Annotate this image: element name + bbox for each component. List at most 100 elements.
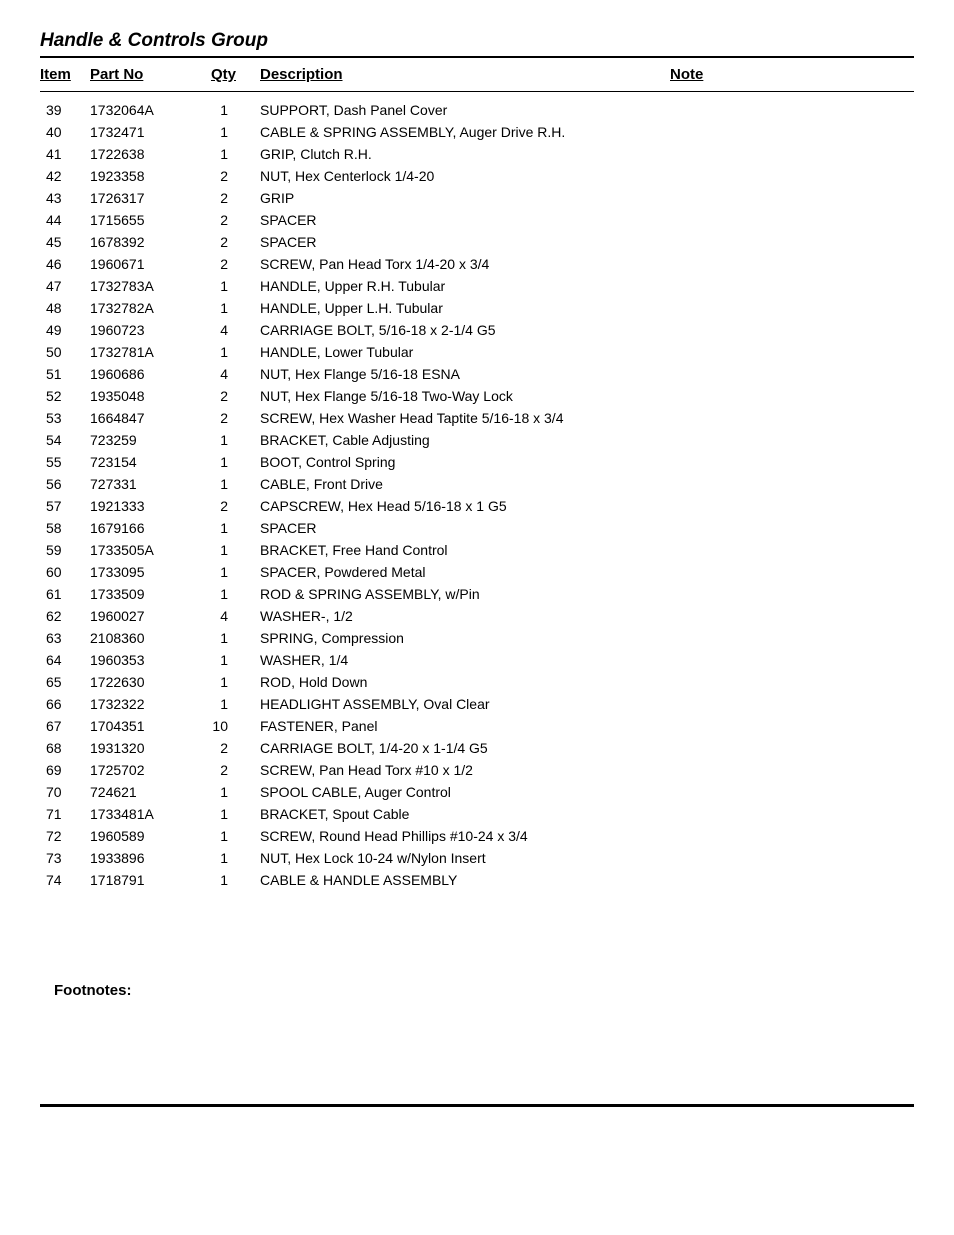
cell-note [670,253,914,275]
cell-partno: 1722630 [90,671,200,693]
cell-note [670,869,914,891]
cell-partno: 1960353 [90,649,200,671]
cell-note [670,517,914,539]
table-row: 4516783922SPACER [40,231,914,253]
cell-partno: 1722638 [90,143,200,165]
cell-qty: 1 [200,825,260,847]
cell-description: HANDLE, Lower Tubular [260,341,670,363]
table-row: 6917257022SCREW, Pan Head Torx #10 x 1/2 [40,759,914,781]
cell-qty: 1 [200,649,260,671]
cell-note [670,319,914,341]
cell-note [670,121,914,143]
cell-item: 71 [40,803,90,825]
cell-qty: 4 [200,319,260,341]
cell-item: 51 [40,363,90,385]
cell-item: 48 [40,297,90,319]
cell-note [670,561,914,583]
cell-note [670,209,914,231]
cell-description: BRACKET, Free Hand Control [260,539,670,561]
cell-item: 49 [40,319,90,341]
cell-qty: 1 [200,627,260,649]
cell-partno: 1732471 [90,121,200,143]
table-row: 5119606864NUT, Hex Flange 5/16-18 ESNA [40,363,914,385]
cell-description: HEADLIGHT ASSEMBLY, Oval Clear [260,693,670,715]
cell-description: WASHER-, 1/2 [260,605,670,627]
col-header-item: Item [40,60,90,92]
table-row: 4317263172GRIP [40,187,914,209]
cell-partno: 1732064A [90,92,200,122]
cell-partno: 1704351 [90,715,200,737]
cell-item: 66 [40,693,90,715]
cell-qty: 2 [200,165,260,187]
cell-description: CABLE & SPRING ASSEMBLY, Auger Drive R.H… [260,121,670,143]
cell-qty: 1 [200,473,260,495]
table-row: 547232591BRACKET, Cable Adjusting [40,429,914,451]
cell-partno: 1960027 [90,605,200,627]
cell-qty: 1 [200,92,260,122]
cell-note [670,495,914,517]
cell-description: CABLE & HANDLE ASSEMBLY [260,869,670,891]
cell-qty: 1 [200,561,260,583]
table-row: 4417156552SPACER [40,209,914,231]
cell-partno: 1960686 [90,363,200,385]
cell-item: 56 [40,473,90,495]
cell-note [670,715,914,737]
cell-qty: 2 [200,187,260,209]
table-row: 591733505A1BRACKET, Free Hand Control [40,539,914,561]
cell-description: SPACER [260,209,670,231]
table-row: 567273311CABLE, Front Drive [40,473,914,495]
cell-qty: 2 [200,253,260,275]
cell-qty: 4 [200,363,260,385]
cell-qty: 1 [200,583,260,605]
cell-item: 63 [40,627,90,649]
cell-qty: 1 [200,121,260,143]
cell-note [670,341,914,363]
cell-partno: 727331 [90,473,200,495]
cell-partno: 1733481A [90,803,200,825]
cell-qty: 1 [200,517,260,539]
cell-item: 62 [40,605,90,627]
cell-partno: 724621 [90,781,200,803]
cell-item: 58 [40,517,90,539]
cell-item: 41 [40,143,90,165]
cell-note [670,803,914,825]
table-row: 6321083601SPRING, Compression [40,627,914,649]
cell-description: GRIP [260,187,670,209]
cell-qty: 1 [200,847,260,869]
cell-description: BRACKET, Spout Cable [260,803,670,825]
cell-qty: 1 [200,671,260,693]
cell-description: NUT, Hex Lock 10-24 w/Nylon Insert [260,847,670,869]
cell-partno: 1923358 [90,165,200,187]
cell-partno: 1726317 [90,187,200,209]
table-row: 481732782A1HANDLE, Upper L.H. Tubular [40,297,914,319]
table-row: 6017330951SPACER, Powdered Metal [40,561,914,583]
cell-item: 39 [40,92,90,122]
cell-description: NUT, Hex Flange 5/16-18 ESNA [260,363,670,385]
cell-qty: 2 [200,495,260,517]
cell-note [670,847,914,869]
cell-qty: 2 [200,209,260,231]
cell-qty: 2 [200,737,260,759]
cell-item: 74 [40,869,90,891]
table-row: 391732064A1SUPPORT, Dash Panel Cover [40,92,914,122]
col-header-qty: Qty [200,60,260,92]
cell-item: 42 [40,165,90,187]
cell-description: SUPPORT, Dash Panel Cover [260,92,670,122]
cell-note [670,605,914,627]
cell-qty: 1 [200,429,260,451]
cell-partno: 1732782A [90,297,200,319]
table-row: 5719213332CAPSCREW, Hex Head 5/16-18 x 1… [40,495,914,517]
cell-partno: 1960589 [90,825,200,847]
cell-item: 67 [40,715,90,737]
cell-description: SPACER, Powdered Metal [260,561,670,583]
cell-partno: 1678392 [90,231,200,253]
cell-note [670,451,914,473]
cell-partno: 723259 [90,429,200,451]
cell-note [670,671,914,693]
cell-description: SPACER [260,231,670,253]
cell-partno: 1664847 [90,407,200,429]
cell-partno: 1732783A [90,275,200,297]
cell-description: GRIP, Clutch R.H. [260,143,670,165]
cell-note [670,627,914,649]
cell-note [670,539,914,561]
